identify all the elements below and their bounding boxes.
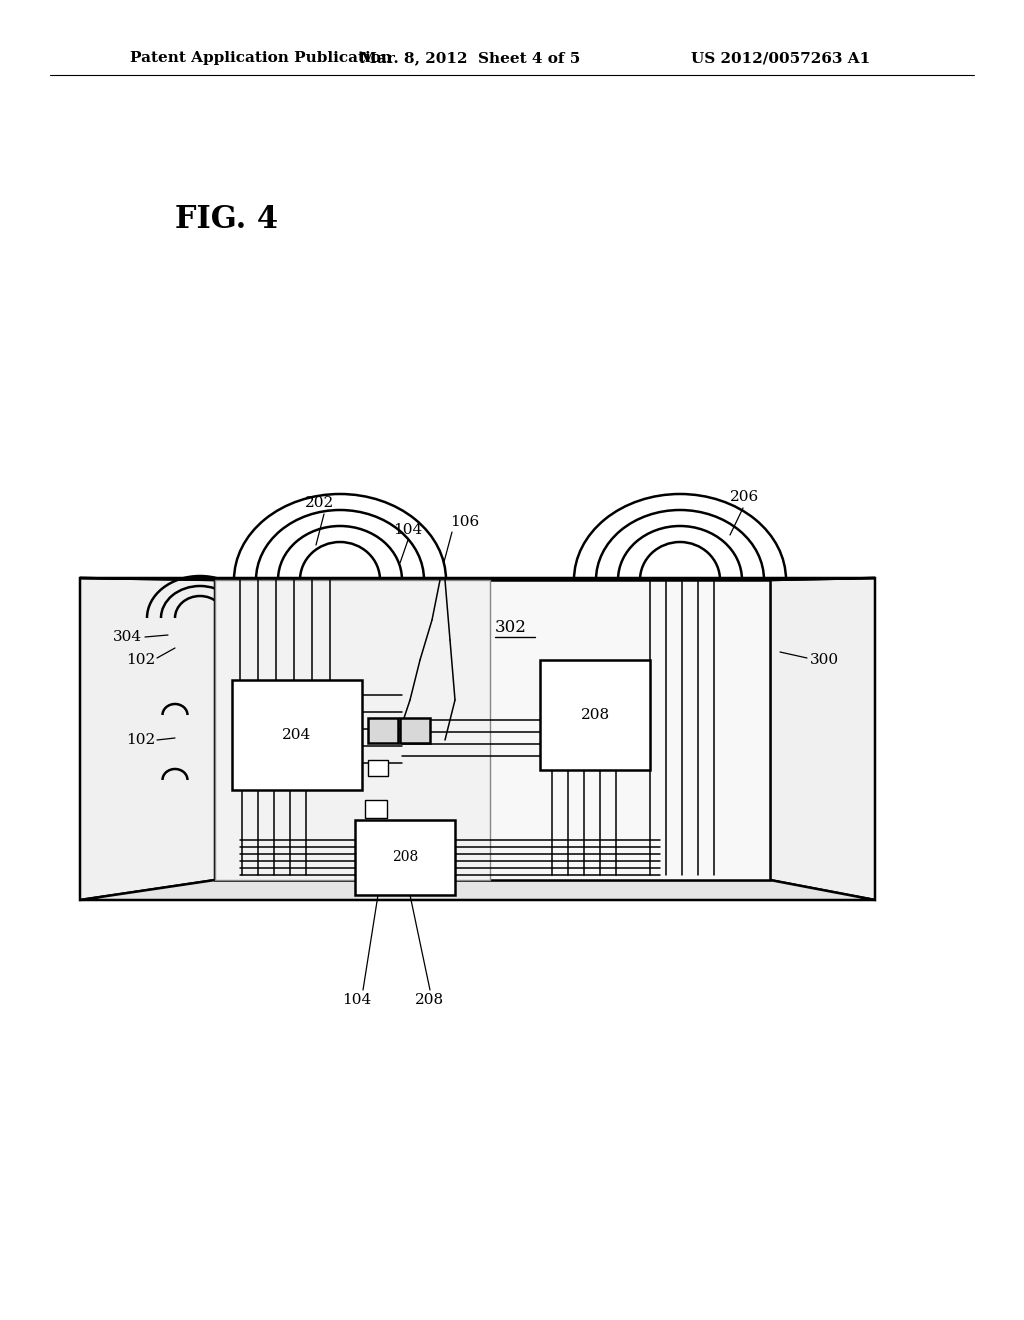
Text: 104: 104	[393, 523, 423, 537]
Text: Patent Application Publication: Patent Application Publication	[130, 51, 392, 65]
Bar	[215, 579, 770, 880]
Text: 104: 104	[342, 993, 372, 1007]
Bar	[232, 680, 362, 789]
Bar	[368, 760, 388, 776]
Text: 300: 300	[810, 653, 839, 667]
Text: 106: 106	[450, 515, 479, 529]
Bar	[368, 718, 398, 743]
Bar	[355, 820, 455, 895]
Polygon shape	[80, 880, 874, 900]
Bar	[365, 800, 387, 818]
Text: FIG. 4: FIG. 4	[175, 205, 279, 235]
Text: 102: 102	[126, 653, 155, 667]
Bar	[215, 579, 490, 880]
Text: 302: 302	[495, 619, 527, 636]
Polygon shape	[770, 578, 874, 900]
Bar	[400, 718, 430, 743]
Text: 208: 208	[581, 708, 609, 722]
Text: 304: 304	[113, 630, 142, 644]
Text: 102: 102	[126, 733, 155, 747]
Bar	[540, 660, 650, 770]
Text: US 2012/0057263 A1: US 2012/0057263 A1	[691, 51, 870, 65]
Polygon shape	[80, 578, 874, 579]
Polygon shape	[80, 578, 215, 900]
Text: 208: 208	[392, 850, 418, 865]
Text: 206: 206	[730, 490, 760, 504]
Text: 202: 202	[305, 496, 335, 510]
Text: 204: 204	[283, 729, 311, 742]
Text: 208: 208	[416, 993, 444, 1007]
Text: Mar. 8, 2012  Sheet 4 of 5: Mar. 8, 2012 Sheet 4 of 5	[359, 51, 581, 65]
